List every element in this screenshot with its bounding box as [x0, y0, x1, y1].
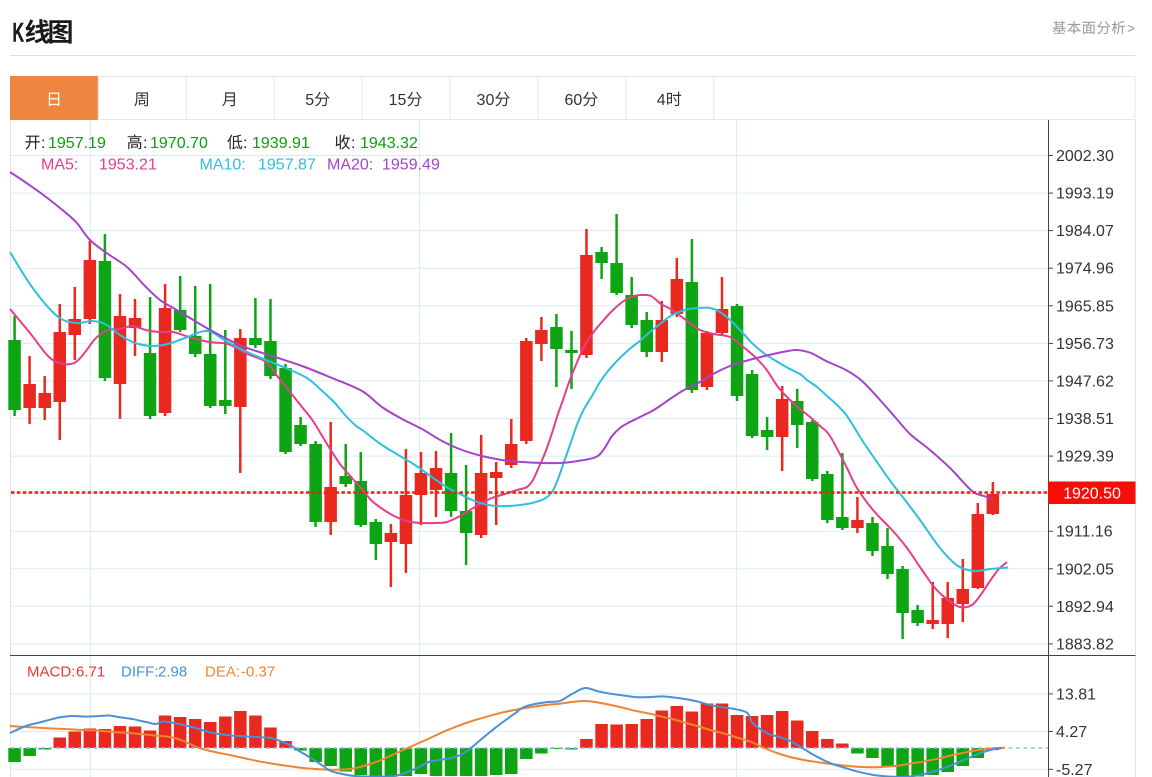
- svg-text:1902.05: 1902.05: [1056, 561, 1114, 578]
- svg-text:1938.51: 1938.51: [1056, 411, 1114, 428]
- svg-text:15: 15: [389, 92, 407, 109]
- svg-text:1970.70: 1970.70: [150, 135, 208, 152]
- svg-text:1956.73: 1956.73: [1056, 336, 1114, 353]
- svg-text:1959.49: 1959.49: [382, 157, 440, 174]
- svg-text:60: 60: [564, 92, 582, 109]
- svg-text:1939.91: 1939.91: [252, 135, 310, 152]
- svg-text:K: K: [13, 17, 25, 47]
- svg-text::: :: [41, 135, 45, 152]
- svg-text:DIFF:: DIFF:: [121, 664, 159, 681]
- svg-text:1892.94: 1892.94: [1056, 599, 1114, 616]
- svg-text:1965.85: 1965.85: [1056, 298, 1114, 315]
- svg-text:1929.39: 1929.39: [1056, 449, 1114, 466]
- svg-text:2.98: 2.98: [158, 664, 187, 681]
- svg-text:1943.32: 1943.32: [360, 135, 418, 152]
- svg-text:1947.62: 1947.62: [1056, 373, 1114, 390]
- svg-text:1911.16: 1911.16: [1056, 524, 1113, 541]
- svg-text:MACD:: MACD:: [27, 664, 75, 681]
- svg-text::: :: [351, 135, 355, 152]
- svg-text:30: 30: [477, 92, 495, 109]
- svg-text:MA5:: MA5:: [41, 157, 78, 174]
- svg-text:1974.96: 1974.96: [1056, 261, 1114, 278]
- svg-text:1883.82: 1883.82: [1056, 636, 1114, 653]
- svg-text:1984.07: 1984.07: [1056, 223, 1114, 240]
- svg-text:>: >: [1127, 20, 1135, 36]
- svg-text:5: 5: [305, 92, 314, 109]
- svg-text:1953.21: 1953.21: [99, 157, 157, 174]
- svg-text:2002.30: 2002.30: [1056, 148, 1114, 165]
- svg-text::: :: [243, 135, 247, 152]
- svg-text:DEA:: DEA:: [205, 664, 240, 681]
- svg-text:-5.27: -5.27: [1056, 762, 1093, 777]
- svg-text:1957.19: 1957.19: [48, 135, 106, 152]
- svg-text:6.71: 6.71: [76, 664, 105, 681]
- svg-text:4.27: 4.27: [1056, 724, 1087, 741]
- svg-text:13.81: 13.81: [1056, 686, 1096, 703]
- svg-text:MA10:: MA10:: [200, 157, 246, 174]
- svg-text:1993.19: 1993.19: [1056, 186, 1114, 203]
- svg-text:1957.87: 1957.87: [258, 157, 316, 174]
- svg-text:4: 4: [657, 92, 666, 109]
- svg-text:1920.50: 1920.50: [1063, 486, 1121, 503]
- svg-text:-0.37: -0.37: [241, 664, 275, 681]
- svg-text:MA20:: MA20:: [327, 157, 373, 174]
- svg-text::: :: [143, 135, 147, 152]
